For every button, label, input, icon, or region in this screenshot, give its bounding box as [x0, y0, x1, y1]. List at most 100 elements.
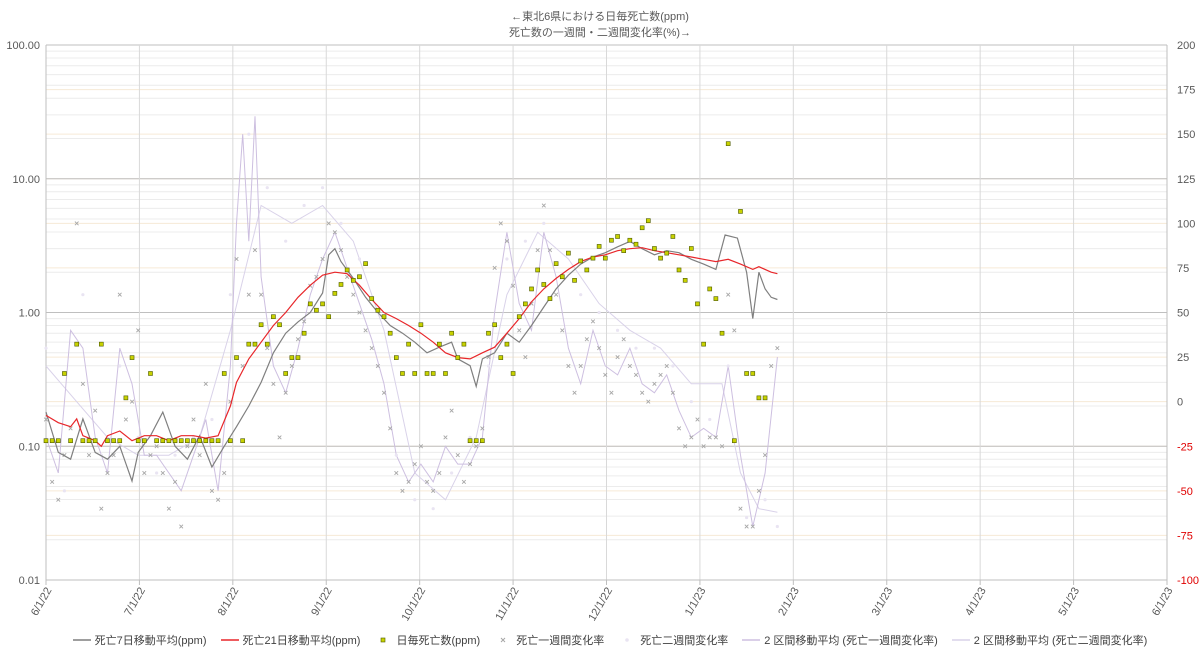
series-3-marker [252, 341, 258, 347]
legend-label: 死亡二週間変化率 [640, 635, 729, 647]
series-4-marker [461, 479, 467, 485]
series-3-marker [602, 255, 608, 261]
series-4-marker [289, 363, 294, 369]
series-4-marker [633, 372, 639, 378]
series-3-marker [394, 355, 399, 360]
y-left-tick-label: 1.00 [19, 308, 40, 320]
x-tick-label: 8/1/22 [216, 586, 242, 618]
legend-symbol [220, 635, 239, 645]
x-tick-label: 5/1/23 [1056, 586, 1082, 618]
series-3-marker [357, 274, 362, 280]
series-3-marker [486, 330, 491, 336]
chart-title-line2: 死亡数の一週間・二週間変化率(%)→ [508, 27, 692, 39]
x-tick-label: 6/1/23 [1150, 586, 1176, 618]
series-5-marker [44, 346, 48, 350]
series-4-marker [197, 453, 202, 458]
chart-title-line1: ←東北6県における日毎死亡数(ppm) [511, 11, 689, 23]
series-4-marker [74, 221, 79, 226]
series-3-marker [240, 438, 245, 444]
series-5-marker [708, 417, 712, 422]
series-4-marker [246, 292, 251, 297]
legend-symbol [951, 635, 970, 645]
y-right-tick-label: -25 [1177, 441, 1193, 453]
series-4-marker [431, 488, 436, 493]
series-4-marker [271, 381, 276, 386]
series-4-marker [689, 435, 694, 440]
series-4-marker [351, 292, 356, 297]
series-4-marker [136, 328, 141, 333]
series-3-marker [387, 330, 393, 336]
series-4-marker [492, 265, 497, 271]
series-4-marker [553, 292, 559, 297]
series-4-marker [418, 444, 424, 449]
series-3-marker [271, 314, 276, 320]
series-5-marker [431, 507, 435, 511]
series-3-marker [375, 307, 381, 313]
legend-label: 死亡21日移動平均(ppm) [242, 635, 361, 647]
series-5-marker [450, 471, 454, 475]
series-4-marker [627, 363, 632, 369]
series-4-marker [154, 444, 159, 449]
series-5-marker [320, 186, 325, 190]
series-4-marker [160, 470, 165, 476]
series-4-marker [222, 470, 227, 476]
series-4-marker [646, 399, 651, 404]
series-3-marker [209, 438, 215, 444]
series-3-marker [461, 341, 467, 347]
series-4-marker [529, 301, 534, 306]
legend-label: 死亡一週間変化率 [516, 635, 605, 647]
legend-item: 2 区間移動平均 (死亡一週間変化率) [742, 632, 938, 648]
series-5-marker [579, 293, 583, 297]
series-4-marker [652, 381, 657, 386]
series-5-marker [394, 453, 398, 457]
y-right-tick-label: 0 [1177, 397, 1183, 409]
series-3-marker [504, 341, 510, 347]
series-3-marker [719, 330, 725, 336]
series-3-marker [443, 371, 448, 376]
series-4-marker [185, 444, 190, 449]
series-3-marker [289, 355, 295, 360]
series-5-marker [775, 524, 779, 529]
series-3-marker [197, 438, 202, 444]
series-4-marker [68, 426, 73, 431]
series-4-marker [302, 319, 307, 324]
x-tick-label: 6/1/22 [29, 586, 55, 618]
series-5-marker [302, 203, 306, 208]
series-3-marker [645, 218, 651, 223]
series-5-marker [468, 435, 472, 439]
series-5-marker [689, 400, 693, 404]
series-5-marker [62, 489, 67, 493]
series-3-marker [123, 395, 129, 401]
series-3-marker [584, 267, 590, 273]
series-4-marker [277, 435, 282, 440]
series-4-marker [43, 417, 49, 422]
series-4-marker [621, 337, 626, 342]
series-4-marker [375, 363, 380, 369]
series-4-marker [738, 506, 743, 511]
series-4-marker [474, 444, 479, 449]
series-3-marker [142, 438, 147, 444]
series-3-marker [160, 438, 166, 444]
series-3-marker [178, 438, 184, 444]
series-5-marker [615, 328, 620, 332]
series-4-marker [129, 399, 135, 404]
series-3-marker [203, 438, 209, 444]
series-4-marker [406, 479, 411, 485]
series-4-marker [775, 346, 780, 351]
series-4-marker [572, 390, 577, 395]
series-5-marker [542, 221, 546, 225]
series-5-marker [173, 453, 177, 457]
x-tick-label: 3/1/23 [870, 586, 896, 618]
series-3-marker [246, 341, 252, 347]
series-5-marker [523, 239, 527, 243]
y-left-tick-label: 100.00 [6, 40, 40, 52]
series-4-marker [584, 337, 589, 342]
series-3-marker [135, 438, 141, 444]
series-4-marker [566, 363, 571, 369]
y-left-tick-label: 10.00 [12, 174, 40, 186]
series-3-marker [320, 301, 325, 307]
series-4-marker [357, 310, 362, 315]
series-5-marker [726, 364, 730, 368]
series-3-marker [701, 341, 706, 347]
y-left-tick-label: 0.01 [19, 575, 40, 587]
